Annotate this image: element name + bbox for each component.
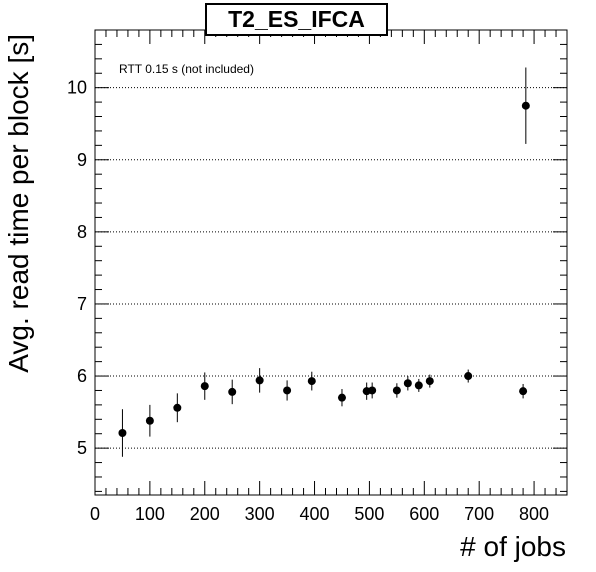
y-tick-label: 9 — [77, 150, 87, 170]
data-point — [403, 379, 412, 388]
x-tick-label: 0 — [90, 504, 100, 524]
data-point — [255, 376, 264, 385]
data-point — [283, 386, 292, 395]
data-point — [414, 381, 423, 390]
data-point — [337, 393, 346, 402]
data-point — [519, 387, 528, 396]
x-tick-label: 100 — [135, 504, 165, 524]
x-axis-title: # of jobs — [460, 531, 566, 562]
data-point — [307, 377, 316, 386]
data-point — [521, 101, 530, 110]
data-points — [118, 67, 530, 457]
data-point — [228, 387, 237, 396]
tick-labels: 0 100 200 300 400 500 600 700 800 5 6 7 8 9 10 — [67, 78, 549, 524]
y-tick-label: 8 — [77, 222, 87, 242]
data-point — [368, 386, 377, 395]
x-tick-label: 300 — [245, 504, 275, 524]
x-tick-label: 800 — [519, 504, 549, 524]
data-point — [145, 416, 154, 425]
data-point — [392, 386, 401, 395]
y-tick-label: 6 — [77, 366, 87, 386]
data-point — [118, 429, 127, 437]
data-point — [464, 372, 473, 381]
x-tick-label: 600 — [409, 504, 439, 524]
grid-lines — [95, 87, 567, 449]
plot-frame — [94, 29, 568, 496]
annotation-text: RTT 0.15 s (not included) — [119, 62, 254, 76]
y-axis-title: Avg. read time per block [s] — [3, 34, 34, 373]
y-tick-label: 7 — [77, 294, 87, 314]
x-tick-label: 700 — [464, 504, 494, 524]
axis-ticks — [94, 29, 567, 495]
x-tick-label: 200 — [190, 504, 220, 524]
data-point — [173, 403, 182, 412]
x-tick-label: 400 — [300, 504, 330, 524]
chart-title: T2_ES_IFCA — [205, 3, 388, 36]
x-tick-label: 500 — [354, 504, 384, 524]
y-tick-label: 10 — [67, 78, 87, 98]
data-point — [425, 377, 434, 386]
data-point — [200, 382, 209, 391]
y-tick-label: 5 — [77, 438, 87, 458]
